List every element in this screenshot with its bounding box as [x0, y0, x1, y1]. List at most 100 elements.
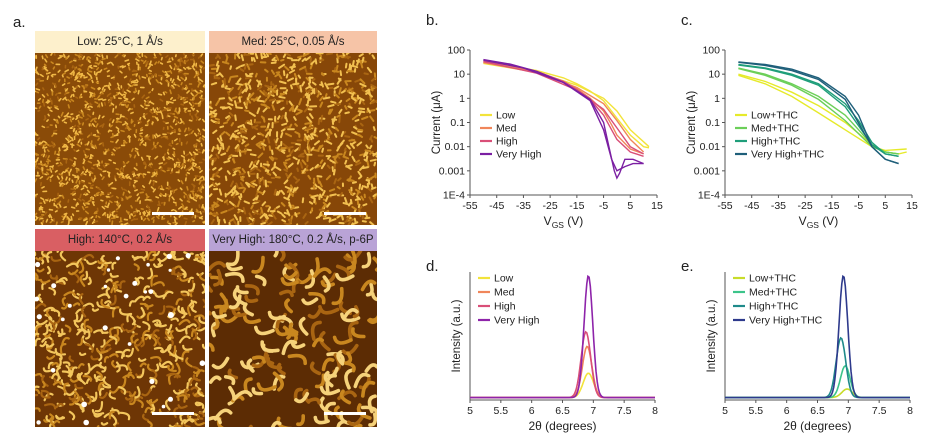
x-tick-label: 8: [907, 405, 913, 417]
y-tick-label: 100: [702, 45, 720, 57]
x-tick-label: -25: [798, 200, 813, 212]
x-tick-label: 6: [529, 405, 535, 417]
x-tick-label: -5: [854, 200, 863, 212]
y-tick-label: 0.01: [700, 141, 721, 153]
x-axis-label: 2θ (degrees): [783, 419, 851, 433]
x-tick-label: 5.5: [494, 405, 509, 417]
x-tick-label: -45: [489, 200, 504, 212]
chart-xrd-e: 5 5.5 6 6.5 7 7.5 8 Intensity (a.u.) 2θ (degrees…: [706, 272, 913, 433]
chart-transfer-curves-b: -55 -45 -35 -25 -15 -5 5 151001010.10.010.0011E…: [431, 45, 663, 231]
legend-label: Low: [494, 273, 514, 285]
x-tick-label: -35: [771, 200, 786, 212]
x-tick-label: 7.5: [872, 405, 887, 417]
y-tick-label: 0.1: [450, 117, 465, 129]
y-tick-label: 0.1: [705, 117, 720, 129]
afm-image-low: [35, 53, 205, 225]
series-line: [725, 388, 910, 399]
x-tick-label: 6.5: [555, 405, 570, 417]
series-line-reverse: [738, 74, 907, 152]
y-tick-label: 1: [459, 93, 465, 105]
y-axis-label: Current (μA): [686, 91, 698, 155]
y-tick-label: 100: [447, 45, 465, 57]
y-tick-label: 0.001: [694, 165, 720, 177]
panel-label-c: c.: [681, 12, 693, 29]
y-tick-label: 1: [714, 93, 720, 105]
series-line: [470, 274, 655, 399]
legend-label: High: [496, 136, 518, 148]
chart-transfer-curves-c: -55 -45 -35 -25 -15 -5 5 151001010.10.010.0011E…: [686, 45, 918, 231]
series-line: [725, 274, 910, 399]
legend-label: Med+THC: [749, 287, 798, 299]
legend-label: High+THC: [749, 301, 799, 313]
legend-label: Low+THC: [751, 110, 798, 122]
x-tick-label: 5: [467, 405, 473, 417]
legend-label: Low: [496, 110, 516, 122]
afm-label-low: Low: 25°C, 1 Å/s: [35, 31, 205, 53]
legend-label: Med: [494, 287, 515, 299]
series-line: [470, 372, 655, 399]
y-axis-label: Current (μA): [431, 91, 443, 155]
x-tick-label: -25: [543, 200, 558, 212]
legend-label: Med: [496, 123, 517, 135]
scale-bar: [152, 212, 194, 215]
x-tick-label: 15: [651, 200, 663, 212]
series-line: [470, 345, 655, 399]
series-line-reverse: [738, 64, 899, 157]
series-line: [725, 364, 910, 399]
scale-bar: [152, 412, 194, 415]
x-tick-label: 5: [627, 200, 633, 212]
afm-image-med: [209, 53, 377, 225]
panel-label-d: d.: [426, 258, 439, 275]
panel-label-e: e.: [681, 258, 694, 275]
legend-label: Very High+THC: [749, 315, 823, 327]
y-tick-label: 10: [453, 69, 465, 81]
x-tick-label: -45: [744, 200, 759, 212]
afm-label-very-high: Very High: 180°C, 0.2 Å/s, p-6P: [209, 229, 377, 251]
x-tick-label: 5.5: [749, 405, 764, 417]
x-tick-label: 7.5: [617, 405, 632, 417]
x-tick-label: 7: [590, 405, 596, 417]
x-tick-label: -55: [462, 200, 477, 212]
series-line-reverse: [483, 59, 644, 172]
x-tick-label: 6: [784, 405, 790, 417]
chart-xrd-d: 5 5.5 6 6.5 7 7.5 8 Intensity (a.u.) 2θ (degrees…: [451, 272, 658, 433]
x-tick-label: 5: [882, 200, 888, 212]
series-line-reverse: [738, 61, 899, 165]
panel-label-b: b.: [426, 12, 439, 29]
legend-label: High+THC: [751, 136, 801, 148]
scale-bar: [324, 212, 366, 215]
legend-label: High: [494, 301, 516, 313]
y-axis-label: Intensity (a.u.): [706, 299, 718, 372]
x-tick-label: -35: [516, 200, 531, 212]
x-tick-label: -5: [599, 200, 608, 212]
x-tick-label: -15: [569, 200, 584, 212]
series-line: [470, 330, 655, 399]
y-tick-label: 10: [708, 69, 720, 81]
panel-label-a: a.: [13, 14, 26, 31]
legend-label: Low+THC: [749, 273, 796, 285]
x-tick-label: -55: [717, 200, 732, 212]
y-tick-label: 0.01: [445, 141, 466, 153]
y-tick-label: 0.001: [439, 165, 465, 177]
x-tick-label: 8: [652, 405, 658, 417]
legend-label: Very High: [494, 315, 540, 327]
legend-label: Med+THC: [751, 123, 800, 135]
legend-label: Very High: [496, 149, 542, 161]
x-tick-label: 7: [845, 405, 851, 417]
series-line: [725, 336, 910, 399]
afm-label-high: High: 140°C, 0.2 Å/s: [35, 229, 205, 251]
x-axis-label: VGS (V): [799, 214, 839, 230]
x-axis-label: VGS (V): [544, 214, 584, 230]
y-axis-label: Intensity (a.u.): [451, 299, 463, 372]
scale-bar: [324, 412, 366, 415]
x-tick-label: 5: [722, 405, 728, 417]
y-tick-label: 1E-4: [443, 190, 465, 202]
y-tick-label: 1E-4: [698, 190, 720, 202]
afm-image-high: [35, 251, 205, 427]
x-tick-label: 15: [906, 200, 918, 212]
x-axis-label: 2θ (degrees): [528, 419, 596, 433]
afm-label-med: Med: 25°C, 0.05 Å/s: [209, 31, 377, 53]
legend-label: Very High+THC: [751, 149, 825, 161]
afm-image-very-high: [209, 251, 377, 427]
x-tick-label: 6.5: [810, 405, 825, 417]
